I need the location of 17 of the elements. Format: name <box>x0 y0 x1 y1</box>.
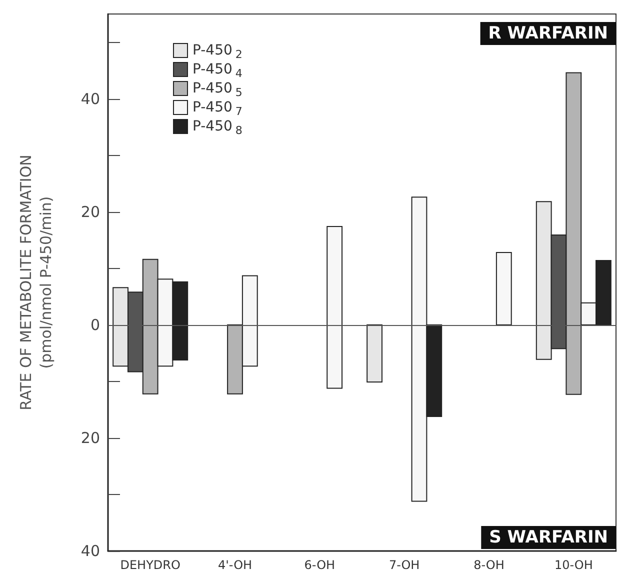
x-tick-label: 4'-OH <box>218 558 252 572</box>
x-tick-label: DEHYDRO <box>120 558 180 572</box>
x-tick-label: 10-OH <box>554 558 593 572</box>
annotation: R WARFARIN <box>488 24 608 44</box>
y-tick-label: 20 <box>80 202 100 221</box>
bar <box>496 252 512 326</box>
bar <box>326 226 343 389</box>
x-tick-label: 7-OH <box>388 558 420 572</box>
x-tick-label: 8-OH <box>474 558 504 572</box>
y-tick-label: 20 <box>80 428 100 447</box>
y-axis-title: RATE OF METABOLITE FORMATION (pmol/nmol P-450/min) <box>17 154 55 410</box>
y-tick-label: 40 <box>80 90 100 108</box>
annotation: S WARFARIN <box>489 528 608 548</box>
x-tick-label: 6-OH <box>304 558 336 572</box>
bar <box>366 324 382 382</box>
y-tick-label: 0 <box>90 316 100 334</box>
y-tick-label: 40 <box>80 542 100 560</box>
